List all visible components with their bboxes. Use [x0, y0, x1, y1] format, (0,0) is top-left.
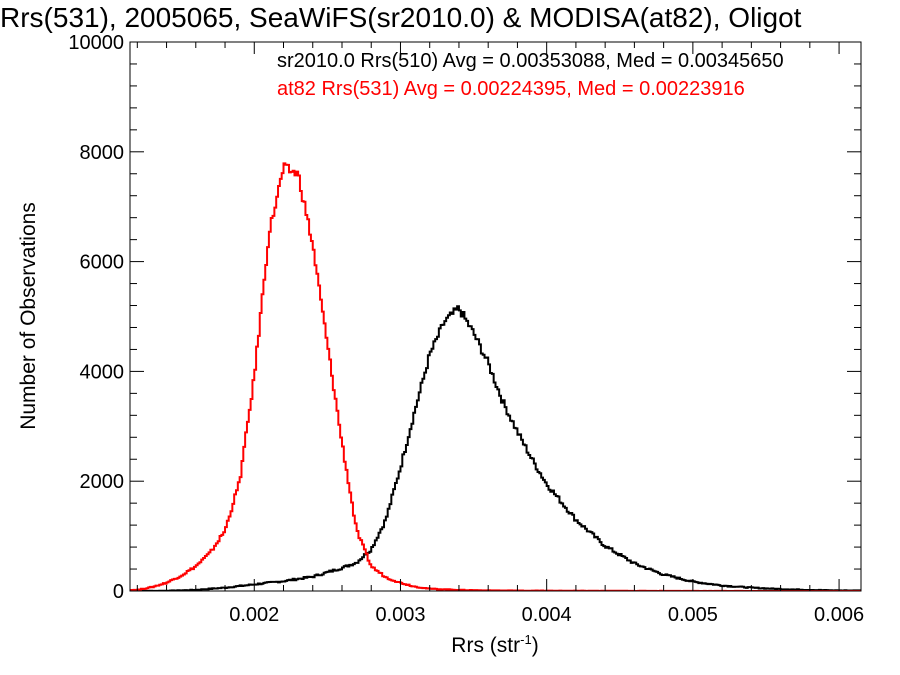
x-axis-label: Rrs (str-1): [451, 632, 538, 657]
y-tick-label: 0: [113, 581, 124, 603]
series-line-red: [130, 162, 861, 591]
axes: 0.002 0.003 0.004 0.005 0.006 0 2000 4000 6000 80…: [68, 32, 864, 626]
x-axis-label-main: Rrs (str: [451, 634, 520, 657]
x-axis-label-close: ): [532, 634, 539, 657]
y-tick-label: 6000: [80, 252, 125, 274]
y-tick-label: 8000: [80, 142, 125, 164]
y-tick-label: 4000: [80, 361, 125, 383]
x-axis-label-superscript: -1: [520, 632, 532, 647]
plot-frame: [129, 41, 862, 592]
x-tick-label: 0.005: [668, 604, 718, 626]
y-axis-label: Number of Observations: [17, 202, 40, 430]
legend-entry-black: sr2010.0 Rrs(510) Avg = 0.00353088, Med …: [277, 50, 784, 72]
legend-entry-red: at82 Rrs(531) Avg = 0.00224395, Med = 0.…: [277, 78, 745, 100]
y-tick-label: 10000: [68, 32, 124, 54]
legend: sr2010.0 Rrs(510) Avg = 0.00353088, Med …: [277, 50, 784, 100]
x-tick-label: 0.004: [522, 604, 572, 626]
y-tick-label: 2000: [80, 471, 125, 493]
x-tick-label: 0.003: [375, 604, 425, 626]
x-tick-label: 0.002: [229, 604, 279, 626]
series-line-black: [130, 305, 861, 591]
plot-area: [130, 162, 861, 591]
chart-title: Rrs(531), 2005065, SeaWiFS(sr2010.0) & M…: [0, 2, 802, 33]
x-tick-label: 0.006: [814, 604, 864, 626]
